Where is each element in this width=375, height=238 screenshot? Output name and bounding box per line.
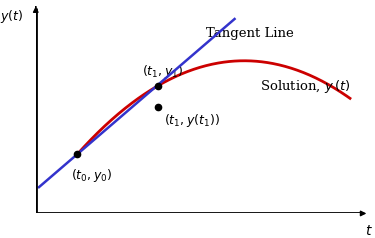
Text: Tangent Line: Tangent Line: [206, 27, 294, 40]
Text: $(t_1,y(t_1))$: $(t_1,y(t_1))$: [164, 112, 220, 129]
Text: $t$: $t$: [365, 224, 373, 238]
Text: Solution, $y\,(t)$: Solution, $y\,(t)$: [260, 78, 351, 95]
Text: $(t_1,y_1)$: $(t_1,y_1)$: [142, 63, 183, 80]
Text: $y(t)$: $y(t)$: [0, 8, 23, 25]
Text: $(t_0,y_0)$: $(t_0,y_0)$: [71, 167, 112, 184]
